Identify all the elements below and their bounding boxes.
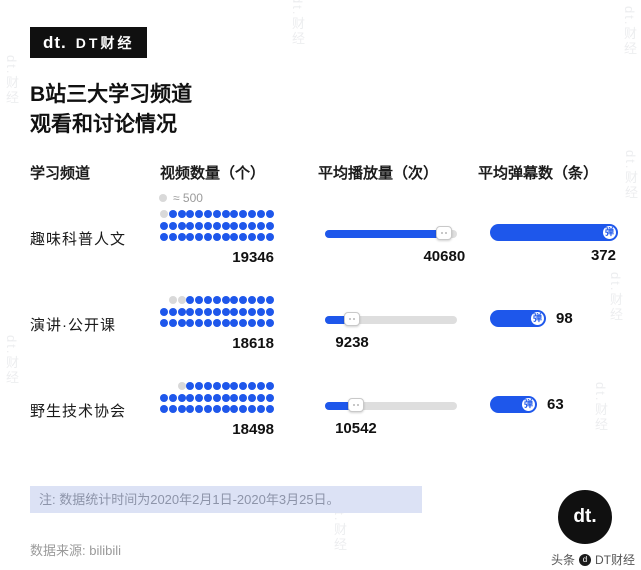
plays-slider-fill [325, 230, 445, 238]
videos-value: 19346 [232, 248, 274, 266]
credit-account: DT财经 [595, 553, 635, 567]
channel-label: 趣味科普人文 [30, 231, 127, 248]
plays-value: 9238 [335, 334, 369, 351]
danmaku-value: 98 [556, 310, 573, 327]
table-row: 趣味科普人文 19346 40680 弹 372 [0, 208, 641, 294]
danmaku-pill: 弹 [490, 224, 618, 241]
danmaku-cell: 弹 98 [490, 294, 622, 354]
table-row: 野生技术协会 18498 10542 弹 63 [0, 380, 641, 466]
footnote-bar: 注: 数据统计时间为2020年2月1日-2020年3月25日。 [30, 486, 422, 513]
plays-value: 10542 [335, 420, 377, 437]
credit-platform: 头条 [550, 553, 575, 567]
brand-logo-mark: dt. [43, 32, 67, 52]
plays-slider-track [325, 226, 457, 240]
danmaku-icon: 弹 [522, 398, 535, 411]
credit-avatar-icon: d [579, 553, 591, 566]
channel-label: 演讲·公开课 [30, 317, 116, 334]
plays-value: 40680 [423, 248, 466, 265]
table-row: 演讲·公开课 18618 9238 弹 98 [0, 294, 641, 380]
column-header-plays: 平均播放量（次） [318, 165, 439, 182]
plays-slider-fill [325, 402, 356, 410]
diagonal-watermark: dt.财经 [290, 0, 305, 47]
page-title: B站三大学习频道 观看和讨论情况 [30, 80, 192, 141]
footer-logo-badge: dt. [558, 490, 612, 544]
videos-value: 18498 [232, 420, 274, 438]
videos-value: 18618 [232, 334, 274, 352]
videos-cell: 18618 [160, 296, 276, 352]
legend-dot-icon [159, 194, 167, 202]
video-dot-matrix [160, 296, 276, 331]
danmaku-cell: 弹 372 [490, 208, 622, 268]
videos-cell: 18498 [160, 382, 276, 438]
diagonal-watermark: dt.财经 [623, 150, 638, 201]
column-header-videos: 视频数量（个） [160, 165, 266, 182]
page-title-line2: 观看和讨论情况 [30, 113, 177, 137]
danmaku-pill: 弹 [490, 396, 537, 413]
video-dot-matrix [160, 210, 276, 245]
plays-cell: 40680 [325, 222, 465, 265]
platform-credit: 头条 d DT财经 [551, 551, 635, 568]
diagonal-watermark: dt.财经 [4, 55, 19, 106]
danmaku-value: 63 [547, 396, 564, 413]
page-title-line1: B站三大学习频道 [30, 83, 193, 106]
legend-label: ≈ 500 [173, 191, 203, 205]
diagonal-watermark: dt.财经 [622, 6, 637, 57]
danmaku-cell: 弹 63 [490, 380, 622, 440]
footer-logo-text: dt. [573, 506, 597, 527]
brand-logo-name: DT财经 [75, 34, 135, 51]
plays-slider-handle [347, 398, 364, 412]
videos-cell: 19346 [160, 210, 276, 266]
plays-cell: 10542 [325, 394, 461, 437]
video-dot-matrix [160, 382, 276, 417]
brand-logo: dt. DT财经 [30, 27, 148, 58]
channel-label: 野生技术协会 [30, 403, 127, 420]
plays-slider-track [325, 398, 457, 412]
danmaku-pill: 弹 [490, 310, 546, 327]
column-header-danmaku: 平均弹幕数（条） [478, 165, 599, 182]
column-header-channel: 学习频道 [30, 165, 91, 182]
data-source: 数据来源: bilibili [30, 543, 122, 558]
plays-slider-handle [436, 226, 453, 240]
danmaku-icon: 弹 [603, 226, 616, 239]
danmaku-value: 372 [590, 247, 616, 264]
plays-cell: 9238 [325, 308, 461, 351]
plays-slider-fill [325, 316, 353, 324]
danmaku-icon: 弹 [531, 312, 544, 325]
dot-unit-legend: ≈ 500 [159, 191, 203, 205]
plays-slider-track [325, 312, 457, 326]
plays-slider-handle [344, 312, 361, 326]
